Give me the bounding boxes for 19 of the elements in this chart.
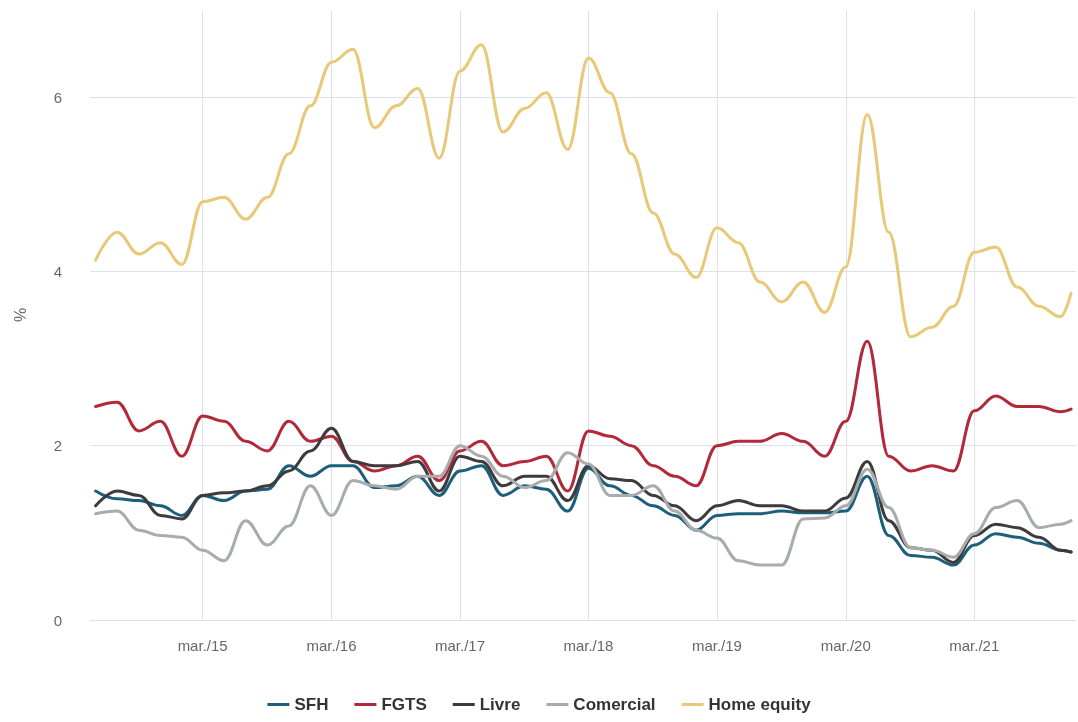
y-tick-label: 6 [53,88,62,106]
x-tick-label: mar./20 [820,637,871,654]
y-tick-label: 0 [53,611,62,629]
legend-label: SFH [294,695,329,714]
x-tick-label: mar./18 [563,637,614,654]
y-tick-label: 4 [53,262,62,280]
legend-label: Livre [479,695,521,714]
x-tick-label: mar./19 [691,637,742,654]
y-axis-title: % [11,307,29,323]
x-tick-label: mar./15 [177,637,228,654]
x-tick-label: mar./21 [949,637,1000,654]
x-tick-label: mar./16 [306,637,357,654]
legend-label: Comercial [573,695,656,714]
x-tick-label: mar./17 [434,637,485,654]
legend-label: Home equity [708,695,812,714]
line-series [94,339,1073,493]
legend-label: FGTS [381,695,427,714]
y-tick-label: 2 [53,437,62,455]
line-series [94,43,1073,339]
